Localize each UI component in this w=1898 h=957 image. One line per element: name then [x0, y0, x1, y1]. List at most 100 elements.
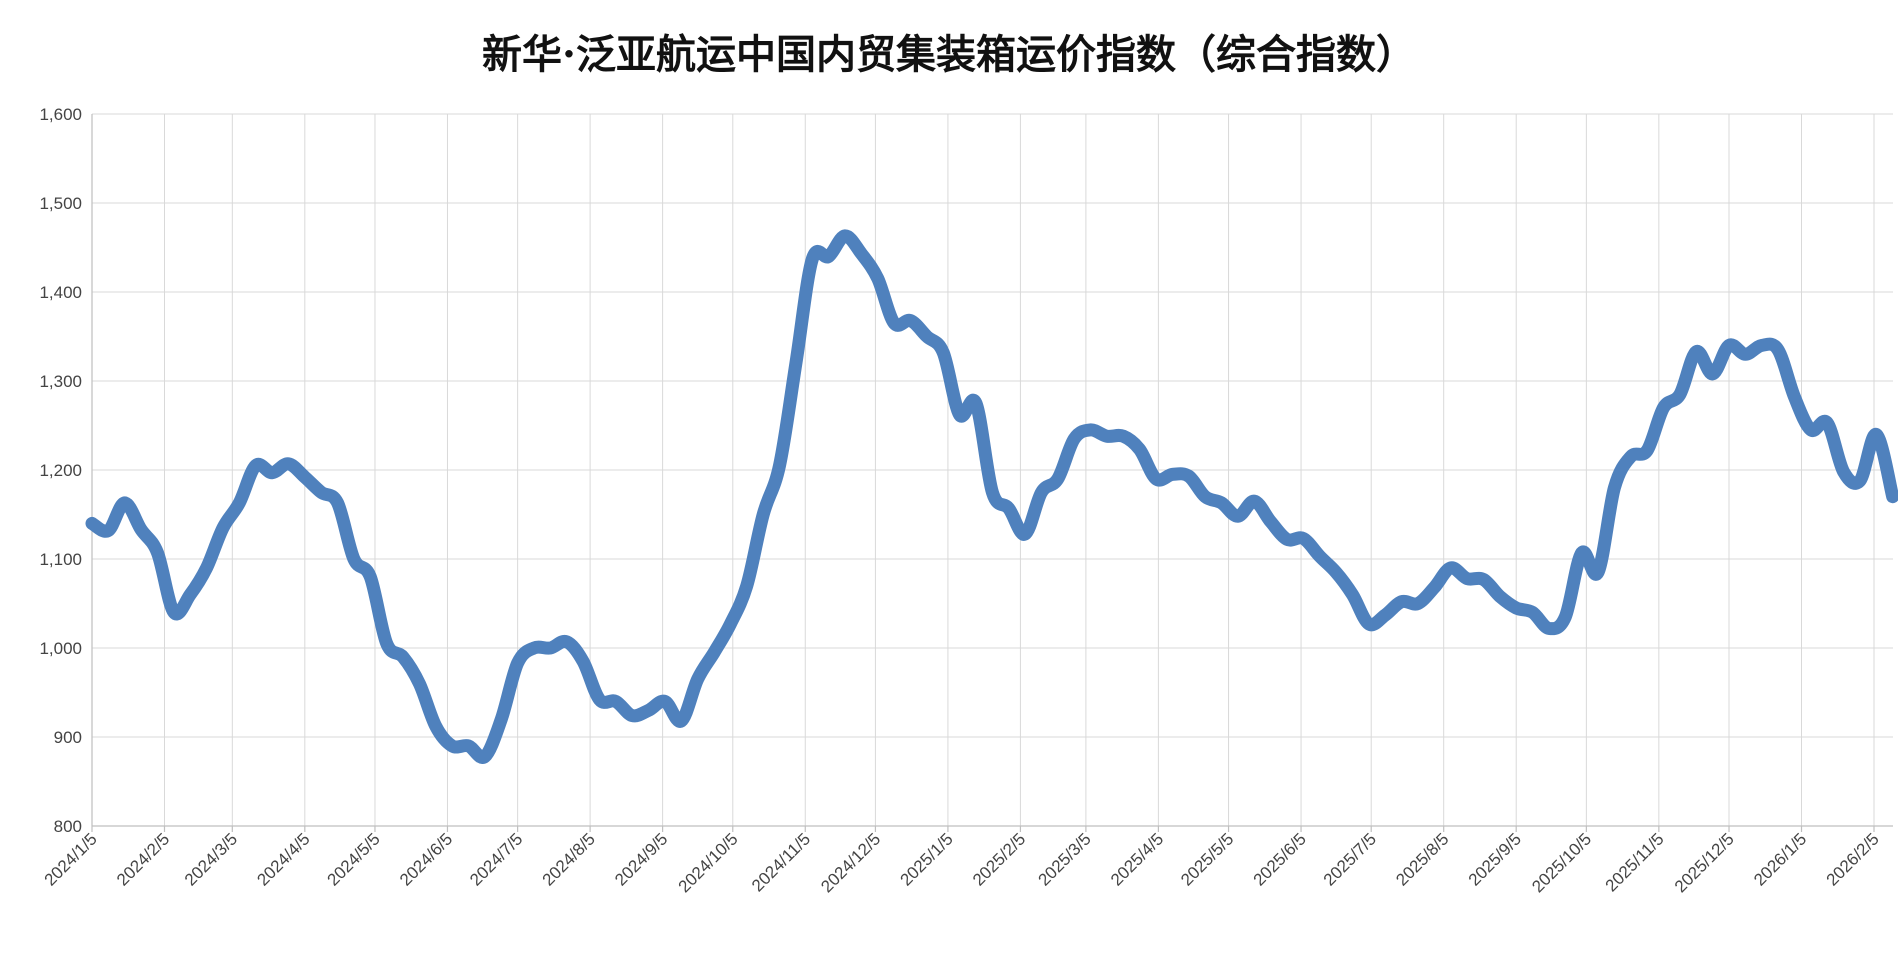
series-layer: [85, 229, 1898, 764]
data-point: [1692, 348, 1700, 356]
data-point: [1414, 600, 1422, 608]
y-tick-label: 1,600: [39, 105, 82, 124]
data-point: [1119, 432, 1127, 440]
data-point: [743, 582, 751, 590]
data-point: [563, 638, 571, 646]
x-tick-label: 2024/12/5: [817, 829, 884, 896]
data-point: [808, 255, 816, 263]
data-point: [1594, 568, 1602, 576]
data-point: [1136, 446, 1144, 454]
data-point: [726, 620, 734, 628]
data-point: [907, 317, 915, 325]
data-point: [497, 715, 505, 723]
data-point: [694, 675, 702, 683]
data-point: [432, 722, 440, 730]
data-point: [1250, 497, 1258, 505]
data-point: [383, 640, 391, 648]
data-point: [88, 519, 96, 527]
data-point: [988, 488, 996, 496]
data-point: [1578, 549, 1586, 557]
data-point: [972, 399, 980, 407]
data-point: [1889, 493, 1897, 501]
data-point: [1561, 613, 1569, 621]
data-point: [1365, 620, 1373, 628]
data-point: [1168, 470, 1176, 478]
data-point: [1185, 472, 1193, 480]
x-tick-label: 2025/10/5: [1528, 829, 1595, 896]
y-tick-label: 1,300: [39, 372, 82, 391]
y-tick-label: 800: [54, 817, 82, 836]
data-point: [1660, 404, 1668, 412]
x-tick-label: 2024/11/5: [748, 829, 814, 895]
y-tick-label: 1,100: [39, 550, 82, 569]
data-point: [759, 511, 767, 519]
data-point: [104, 527, 112, 535]
data-point: [1512, 604, 1520, 612]
x-tick-label: 2026/2/5: [1823, 829, 1883, 889]
data-point: [857, 250, 865, 258]
data-point: [1856, 477, 1864, 485]
data-point: [1398, 598, 1406, 606]
data-point: [154, 549, 162, 557]
data-point: [1447, 564, 1455, 572]
data-point: [956, 411, 964, 419]
data-point: [1054, 475, 1062, 483]
data-point: [776, 462, 784, 470]
data-point: [792, 359, 800, 367]
data-point: [1496, 592, 1504, 600]
data-point: [1725, 341, 1733, 349]
data-point: [137, 526, 145, 534]
x-tick-label: 2024/9/5: [611, 829, 671, 889]
data-point: [628, 712, 636, 720]
x-tick-label: 2025/7/5: [1320, 829, 1380, 889]
data-point: [481, 753, 489, 761]
x-tick-label: 2024/1/5: [41, 829, 101, 889]
data-point: [284, 460, 292, 468]
data-point: [1741, 350, 1749, 358]
data-point: [1840, 468, 1848, 476]
x-tick-label: 2025/9/5: [1465, 829, 1525, 889]
chart-title: 新华·泛亚航运中国内贸集装箱运价指数（综合指数）: [482, 31, 1416, 78]
x-tick-label: 2025/6/5: [1250, 829, 1310, 889]
data-point: [1807, 426, 1815, 434]
data-point: [1021, 530, 1029, 538]
y-tick-labels: 800 900 1,000 1,100 1,200 1,300 1,400 1,500 1,60…: [39, 105, 82, 836]
data-point: [1545, 624, 1553, 632]
data-point: [1529, 608, 1537, 616]
data-point: [1872, 430, 1880, 438]
data-point: [235, 499, 243, 507]
y-tick-label: 900: [54, 728, 82, 747]
data-point: [1791, 393, 1799, 401]
x-tick-label: 2024/8/5: [539, 829, 599, 889]
data-point: [677, 717, 685, 725]
x-tick-label: 2024/5/5: [324, 829, 384, 889]
data-point: [1201, 493, 1209, 501]
data-point: [1152, 475, 1160, 483]
data-point: [1709, 370, 1717, 378]
x-tick-label: 2025/11/5: [1602, 829, 1668, 895]
data-point: [1005, 504, 1013, 512]
data-point: [219, 524, 227, 532]
axes: [91, 114, 1893, 832]
x-tick-label: 2025/4/5: [1107, 829, 1167, 889]
data-point: [350, 555, 358, 563]
data-point: [1381, 611, 1389, 619]
data-point: [825, 252, 833, 260]
x-tick-label: 2025/3/5: [1034, 829, 1094, 889]
y-tick-label: 1,000: [39, 639, 82, 658]
data-point: [1283, 535, 1291, 543]
x-tick-labels: 2024/1/5 2024/2/5 2024/3/5 2024/4/5 2024/5/5…: [41, 829, 1883, 896]
y-tick-label: 1,500: [39, 194, 82, 213]
series-line-0: [85, 229, 1898, 764]
data-point: [203, 564, 211, 572]
x-tick-label: 2025/12/5: [1671, 829, 1738, 896]
data-point: [1267, 518, 1275, 526]
data-point: [890, 319, 898, 327]
data-point: [1430, 584, 1438, 592]
data-point: [1758, 341, 1766, 349]
data-point: [530, 644, 538, 652]
data-point: [710, 649, 718, 657]
data-point: [546, 644, 554, 652]
x-tick-label: 2025/8/5: [1392, 829, 1452, 889]
